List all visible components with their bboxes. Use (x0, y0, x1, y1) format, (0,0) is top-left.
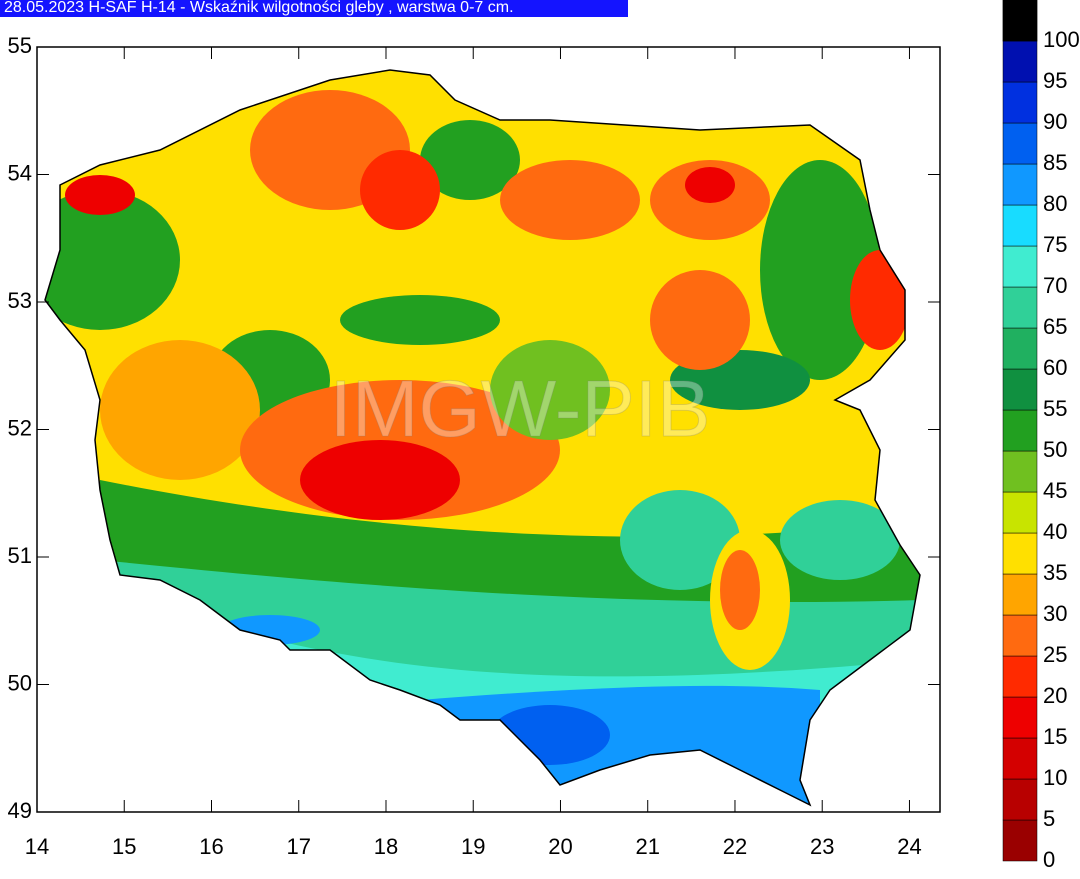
field-zone (100, 340, 260, 480)
x-tick-label: 24 (897, 834, 921, 859)
x-tick-label: 14 (25, 834, 49, 859)
colorbar: 0 5 10 15 20 25 30 35 40 45 50 55 60 65 70 75 80 85 90 95 10… (1002, 0, 1080, 872)
x-tick-label: 17 (286, 834, 310, 859)
colorbar-label: 45 (1043, 478, 1067, 503)
y-tick-label: 51 (8, 543, 32, 568)
watermark: IMGW-PIB (330, 364, 711, 453)
colorbar-label: 95 (1043, 68, 1067, 93)
colorbar-label: 15 (1043, 724, 1067, 749)
field-zone (650, 270, 750, 370)
colorbar-label: 50 (1043, 437, 1067, 462)
colorbar-label: 60 (1043, 355, 1067, 380)
colorbar-band (1002, 737, 1038, 780)
field-zone (620, 490, 740, 590)
x-tick-label: 23 (810, 834, 834, 859)
colorbar-label: 80 (1043, 191, 1067, 216)
colorbar-band (1002, 573, 1038, 616)
field-zone (780, 500, 900, 580)
colorbar-label: 90 (1043, 109, 1067, 134)
colorbar-band (1002, 778, 1038, 821)
colorbar-band (1002, 614, 1038, 657)
field-zone (500, 160, 640, 240)
colorbar-band (1002, 286, 1038, 329)
colorbar-label: 70 (1043, 273, 1067, 298)
colorbar-label: 85 (1043, 150, 1067, 175)
title-background (0, 0, 628, 17)
field-zone (760, 160, 880, 380)
colorbar-band (1002, 327, 1038, 370)
colorbar-label: 35 (1043, 560, 1067, 585)
field-zone (685, 167, 735, 203)
map-title: 28.05.2023 H-SAF H-14 - Wskaźnik wilgotn… (4, 0, 514, 16)
colorbar-label: 10 (1043, 765, 1067, 790)
field-zone (340, 295, 500, 345)
colorbar-band (1002, 204, 1038, 247)
colorbar-label: 20 (1043, 683, 1067, 708)
colorbar-band (1002, 819, 1038, 862)
field-zone (420, 120, 520, 200)
field-zone (360, 150, 440, 230)
colorbar-label: 0 (1043, 847, 1055, 872)
y-tick-label: 55 (8, 33, 32, 58)
colorbar-band (1002, 696, 1038, 739)
colorbar-band (1002, 122, 1038, 165)
x-tick-label: 15 (112, 834, 136, 859)
colorbar-label: 55 (1043, 396, 1067, 421)
y-tick-label: 53 (8, 288, 32, 313)
colorbar-band (1002, 655, 1038, 698)
colorbar-label: 25 (1043, 642, 1067, 667)
x-tick-label: 19 (461, 834, 485, 859)
colorbar-band (1002, 245, 1038, 288)
x-tick-label: 22 (723, 834, 747, 859)
x-tick-label: 21 (635, 834, 659, 859)
colorbar-label: 30 (1043, 601, 1067, 626)
y-tick-label: 50 (8, 670, 32, 695)
y-tick-label: 52 (8, 415, 32, 440)
colorbar-label: 75 (1043, 232, 1067, 257)
colorbar-label: 100 (1043, 27, 1080, 52)
x-tick-label: 20 (548, 834, 572, 859)
colorbar-band (1002, 163, 1038, 206)
y-tick-label: 54 (8, 160, 32, 185)
x-tick-label: 18 (374, 834, 398, 859)
colorbar-band (1002, 368, 1038, 411)
colorbar-band (1002, 450, 1038, 493)
field-zone (490, 340, 610, 440)
colorbar-band (1002, 81, 1038, 124)
y-tick-label: 49 (8, 798, 32, 823)
field-zone (300, 440, 460, 520)
colorbar-band (1002, 0, 1038, 42)
colorbar-label: 5 (1043, 806, 1055, 831)
colorbar-band (1002, 409, 1038, 452)
field-zone (65, 175, 135, 215)
colorbar-label: 65 (1043, 314, 1067, 339)
x-tick-label: 16 (199, 834, 223, 859)
colorbar-band (1002, 491, 1038, 534)
colorbar-band (1002, 40, 1038, 83)
colorbar-band (1002, 532, 1038, 575)
colorbar-label: 40 (1043, 519, 1067, 544)
field-zone (720, 550, 760, 630)
